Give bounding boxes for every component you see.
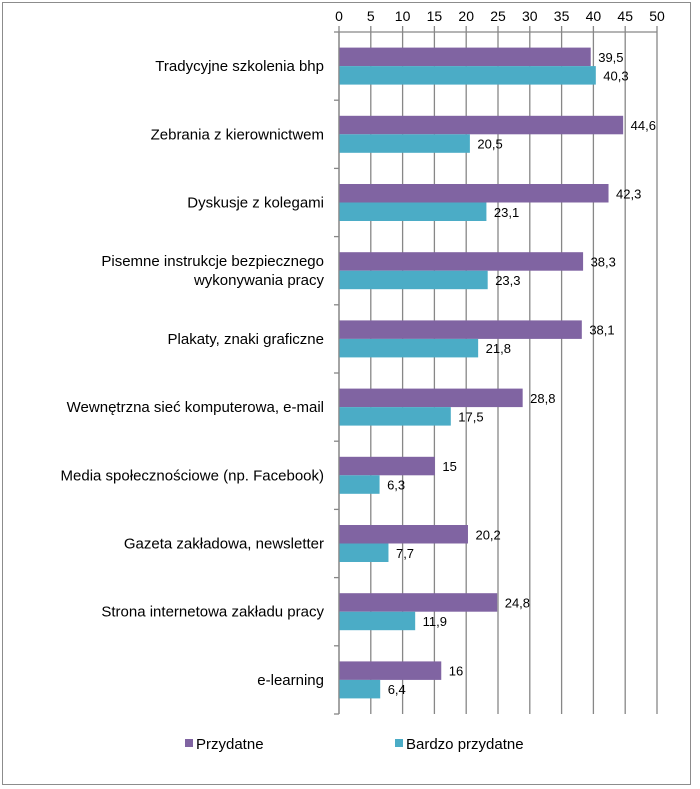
bar-bardzo-przydatne: [339, 407, 451, 426]
x-tick-label: 35: [554, 8, 570, 24]
bar-bardzo-przydatne: [339, 475, 380, 494]
chart-frame: [2, 2, 691, 785]
x-tick-label: 20: [458, 8, 474, 24]
data-label: 7,7: [396, 546, 414, 561]
bar-bardzo-przydatne: [339, 202, 487, 221]
category-label: Pisemne instrukcje bezpiecznego: [101, 253, 324, 270]
category-label: Gazeta zakładowa, newsletter: [124, 536, 324, 553]
x-tick-label: 50: [649, 8, 665, 24]
bar-bardzo-przydatne: [339, 134, 470, 153]
bar-przydatne: [339, 184, 609, 203]
bar-przydatne: [339, 456, 435, 476]
legend-swatch-przydatne: [185, 739, 193, 747]
category-label: e-learning: [257, 672, 324, 689]
data-label: 11,9: [423, 614, 447, 629]
bar-przydatne: [339, 388, 523, 408]
data-label: 17,5: [458, 409, 483, 424]
x-tick-label: 15: [427, 8, 443, 24]
data-label: 39,5: [598, 50, 623, 65]
legend-swatch-bardzo-przydatne: [395, 739, 403, 747]
legend-label-bardzo-przydatne: Bardzo przydatne: [406, 736, 524, 753]
bar-bardzo-przydatne: [339, 338, 479, 358]
legend-label-przydatne: Przydatne: [196, 736, 264, 753]
bar-przydatne: [339, 320, 582, 339]
bar-przydatne: [339, 47, 591, 67]
x-tick-label: 40: [586, 8, 602, 24]
data-label: 16: [449, 664, 463, 679]
bar-bardzo-przydatne: [339, 679, 381, 699]
category-label: Zebrania z kierownictwem: [151, 126, 324, 143]
data-label: 23,1: [494, 205, 519, 220]
bar-przydatne: [339, 525, 468, 544]
x-tick-label: 0: [335, 8, 343, 24]
category-label: wykonywania pracy: [193, 272, 325, 289]
bar-bardzo-przydatne: [339, 270, 488, 290]
data-label: 42,3: [616, 186, 641, 201]
data-label: 44,6: [631, 118, 656, 133]
bar-przydatne: [339, 252, 584, 271]
category-label: Tradycyjne szkolenia bhp: [155, 58, 324, 75]
bar-bardzo-przydatne: [339, 611, 416, 631]
data-label: 21,8: [486, 341, 511, 356]
bar-przydatne: [339, 115, 624, 135]
data-label: 6,3: [387, 478, 405, 493]
category-label: Dyskusje z kolegami: [187, 195, 324, 212]
category-label: Strona internetowa zakładu pracy: [101, 604, 324, 621]
data-label: 40,3: [603, 68, 628, 83]
bar-bardzo-przydatne: [339, 66, 596, 85]
category-label: Plakaty, znaki graficzne: [168, 331, 324, 348]
bar-przydatne: [339, 593, 498, 612]
x-tick-label: 30: [522, 8, 538, 24]
data-label: 28,8: [530, 391, 555, 406]
data-label: 6,4: [388, 682, 406, 697]
data-label: 23,3: [495, 273, 520, 288]
data-label: 38,1: [589, 323, 614, 338]
x-tick-label: 10: [395, 8, 411, 24]
data-label: 24,8: [505, 595, 530, 610]
data-label: 38,3: [591, 254, 616, 269]
data-label: 20,5: [477, 137, 502, 152]
category-label: Wewnętrzna sieć komputerowa, e-mail: [67, 399, 324, 416]
x-tick-label: 5: [367, 8, 375, 24]
data-label: 20,2: [475, 527, 500, 542]
bar-przydatne: [339, 661, 442, 680]
bar-bardzo-przydatne: [339, 543, 389, 562]
category-label: Media społecznościowe (np. Facebook): [61, 467, 324, 484]
data-label: 15: [442, 459, 456, 474]
x-tick-label: 45: [617, 8, 633, 24]
x-tick-label: 25: [490, 8, 506, 24]
